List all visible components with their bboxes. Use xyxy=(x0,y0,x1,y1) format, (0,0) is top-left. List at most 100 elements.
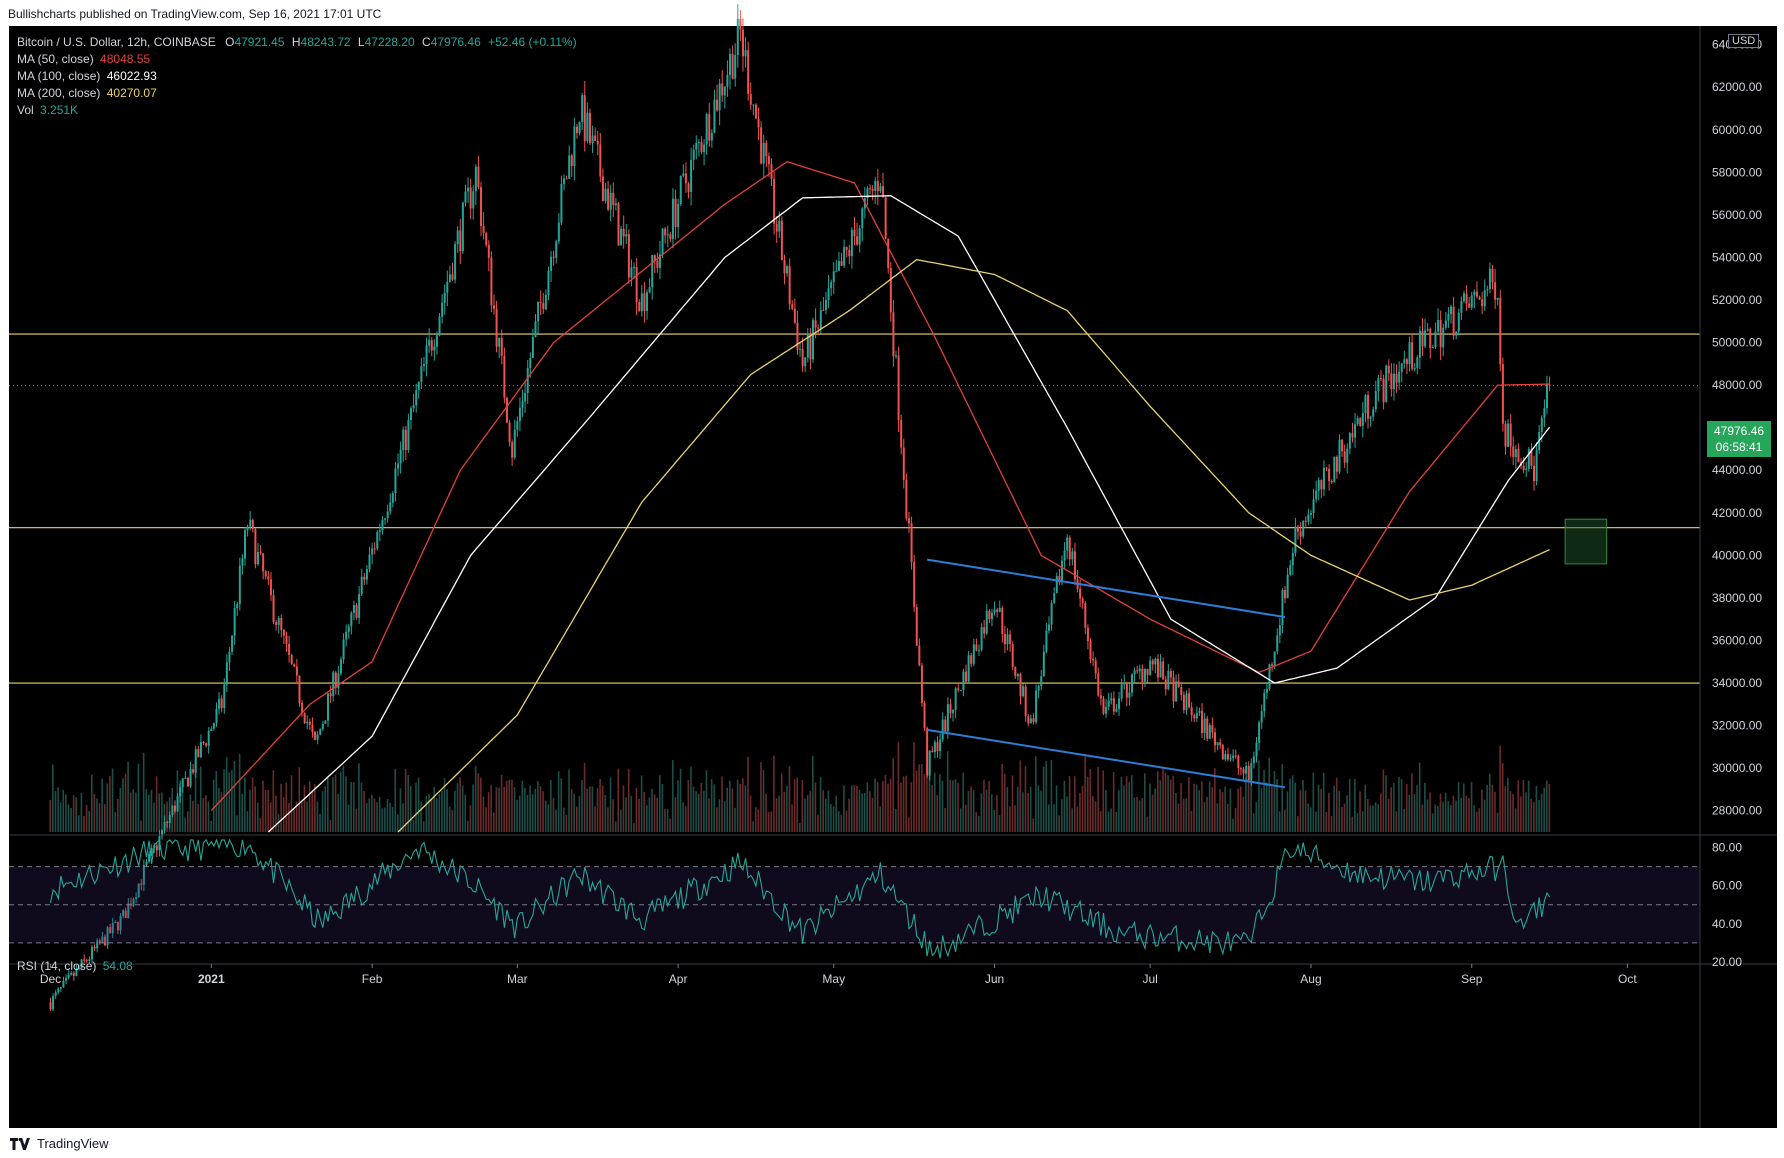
volume-bar xyxy=(288,802,290,832)
candle-body xyxy=(819,309,822,329)
volume-bar xyxy=(594,806,596,832)
candle-body xyxy=(534,321,537,338)
volume-bar xyxy=(415,782,417,832)
volume-bar xyxy=(1175,793,1177,832)
volume-bar xyxy=(796,777,799,832)
legend-ma50[interactable]: MA (50, close) 48048.55 xyxy=(17,51,577,68)
volume-bar xyxy=(933,772,936,832)
volume-bar xyxy=(275,795,277,832)
publish-header: Bullishcharts published on TradingView.c… xyxy=(0,0,1784,26)
volume-bar xyxy=(1450,805,1452,832)
time-tick-label: Jul xyxy=(1142,972,1157,986)
candle-body xyxy=(1468,303,1471,308)
volume-bar xyxy=(1398,776,1400,832)
candle-body xyxy=(1379,377,1382,379)
candle-body xyxy=(1284,590,1287,599)
candle-body xyxy=(1450,306,1453,315)
volume-bar xyxy=(1548,783,1551,832)
candle-body xyxy=(249,519,252,527)
rsi-legend[interactable]: RSI (14, close) 54.08 xyxy=(17,959,133,973)
candle-body xyxy=(503,355,506,398)
channel-trendline xyxy=(926,558,1286,619)
close-value: 47976.46 xyxy=(430,35,481,49)
legend-ma200[interactable]: MA (200, close) 40270.07 xyxy=(17,85,577,102)
candle-body xyxy=(1429,329,1432,348)
candle-body xyxy=(871,188,874,191)
candle-body xyxy=(677,204,680,228)
candle-body xyxy=(433,346,436,351)
volume-bar xyxy=(1302,780,1304,832)
candle-body xyxy=(568,155,571,179)
candle-body xyxy=(1242,768,1245,774)
rsi-tick-label: 80.00 xyxy=(1712,841,1742,855)
candle-body xyxy=(1120,684,1123,699)
symbol-row[interactable]: Bitcoin / U.S. Dollar, 12h, COINBASE O47… xyxy=(17,34,577,51)
volume-bar xyxy=(72,795,75,832)
candle-body xyxy=(1107,700,1110,707)
volume-bar xyxy=(402,803,404,832)
volume-bar xyxy=(207,801,210,832)
volume-bar xyxy=(1027,792,1029,832)
candle-body xyxy=(1079,588,1082,599)
volume-bar xyxy=(866,782,869,832)
volume-bar xyxy=(1434,804,1437,832)
volume-bar xyxy=(1296,816,1299,832)
candle-body xyxy=(1530,449,1533,466)
candle-body xyxy=(404,429,407,451)
vol-value: 3.251K xyxy=(40,103,79,117)
volume-bar xyxy=(1525,792,1527,832)
candle-body xyxy=(596,140,599,145)
candle-body xyxy=(607,188,610,210)
volume-bar xyxy=(752,821,754,832)
candle-body xyxy=(1271,664,1274,666)
volume-bar xyxy=(1131,775,1133,832)
currency-badge[interactable]: USD xyxy=(1728,34,1760,48)
candle-body xyxy=(1167,671,1170,690)
volume-bar xyxy=(1232,818,1234,832)
candle-body xyxy=(739,19,742,30)
volume-bar xyxy=(1172,775,1175,832)
volume-bar xyxy=(1452,795,1455,832)
volume-bar xyxy=(1343,803,1346,832)
candle-body xyxy=(1317,480,1320,491)
volume-bar xyxy=(145,789,148,832)
candle-body xyxy=(386,511,389,519)
volume-bar xyxy=(329,820,332,832)
legend-ma100[interactable]: MA (100, close) 46022.93 xyxy=(17,68,577,85)
volume-bar xyxy=(1081,786,1084,832)
channel-trendline xyxy=(926,728,1286,789)
volume-bar xyxy=(1055,785,1058,832)
volume-bar xyxy=(202,798,205,832)
candle-body xyxy=(52,995,55,1010)
tradingview-brand[interactable]: TradingView xyxy=(10,1136,109,1151)
candle-body xyxy=(415,389,418,406)
volume-bar xyxy=(1520,796,1522,832)
volume-bar xyxy=(1208,781,1211,832)
volume-bar xyxy=(1351,816,1354,832)
candle-body xyxy=(1201,710,1204,734)
candle-body xyxy=(1149,660,1152,675)
volume-bar xyxy=(1447,801,1450,832)
volume-bar xyxy=(954,779,957,832)
candle-body xyxy=(700,142,703,152)
candle-body xyxy=(352,605,355,613)
candle-body xyxy=(786,266,789,274)
volume-bar xyxy=(228,772,231,832)
candle-body xyxy=(482,226,485,234)
volume-bar xyxy=(575,806,578,832)
chart-frame[interactable] xyxy=(9,26,1777,1128)
candle-body xyxy=(477,166,480,188)
candle-body xyxy=(244,530,247,559)
candle-body xyxy=(983,627,986,634)
candle-body xyxy=(324,720,327,724)
candle-body xyxy=(168,815,171,824)
volume-bar xyxy=(869,791,871,832)
candle-body xyxy=(1522,465,1525,470)
candle-body xyxy=(327,693,330,721)
volume-bar xyxy=(236,815,238,832)
volume-bar xyxy=(1473,805,1475,832)
legend-vol[interactable]: Vol 3.251K xyxy=(17,102,577,119)
candle-body xyxy=(334,672,337,688)
candle-body xyxy=(176,796,179,812)
